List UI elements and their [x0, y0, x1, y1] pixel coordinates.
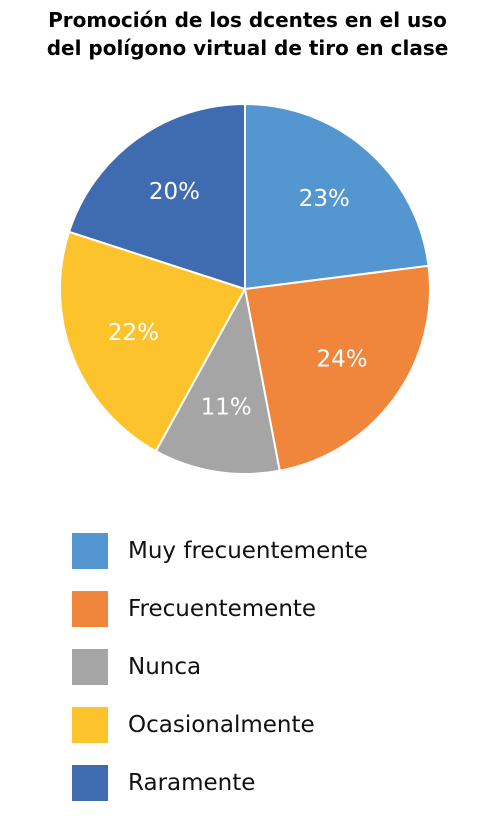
- legend-label-frecuentemente: Frecuentemente: [128, 596, 317, 622]
- chart-title-line-2: del polígono virtual de tiro en clase: [46, 36, 449, 60]
- legend-swatch-frecuentemente: [72, 591, 108, 627]
- slice-label-ocasionalmente: 22%: [108, 320, 159, 346]
- slice-label-frecuentemente: 24%: [317, 347, 368, 373]
- legend-label-ocasionalmente: Ocasionalmente: [128, 712, 315, 738]
- slice-label-muy-frecuentemente: 23%: [299, 186, 350, 212]
- slice-label-nunca: 11%: [201, 395, 252, 421]
- pie-slice-nunca: [154, 286, 281, 475]
- pie-chart: 23% 24% 11% 22% 20%: [59, 102, 431, 475]
- slice-label-raramente: 20%: [149, 179, 200, 205]
- chart-title-line-1: Promoción de los dcentes en el uso: [48, 8, 447, 32]
- legend-swatch-muy-frecuentemente: [72, 533, 108, 569]
- legend-swatch-raramente: [72, 765, 108, 801]
- pie-slice-ocasionalmente: [59, 230, 247, 453]
- legend-swatch-ocasionalmente: [72, 707, 108, 743]
- legend-label-nunca: Nunca: [128, 654, 202, 680]
- pie-slice-muy-frecuentemente: [244, 102, 430, 291]
- pie-slice-raramente: [67, 102, 246, 291]
- pie-slice-frecuentemente: [243, 264, 431, 472]
- legend-swatch-nunca: [72, 649, 108, 685]
- chart-title: Promoción de los dcentes en el uso del p…: [0, 6, 495, 62]
- legend-label-raramente: Raramente: [128, 770, 256, 796]
- legend-label-muy-frecuentemente: Muy frecuentemente: [128, 538, 368, 564]
